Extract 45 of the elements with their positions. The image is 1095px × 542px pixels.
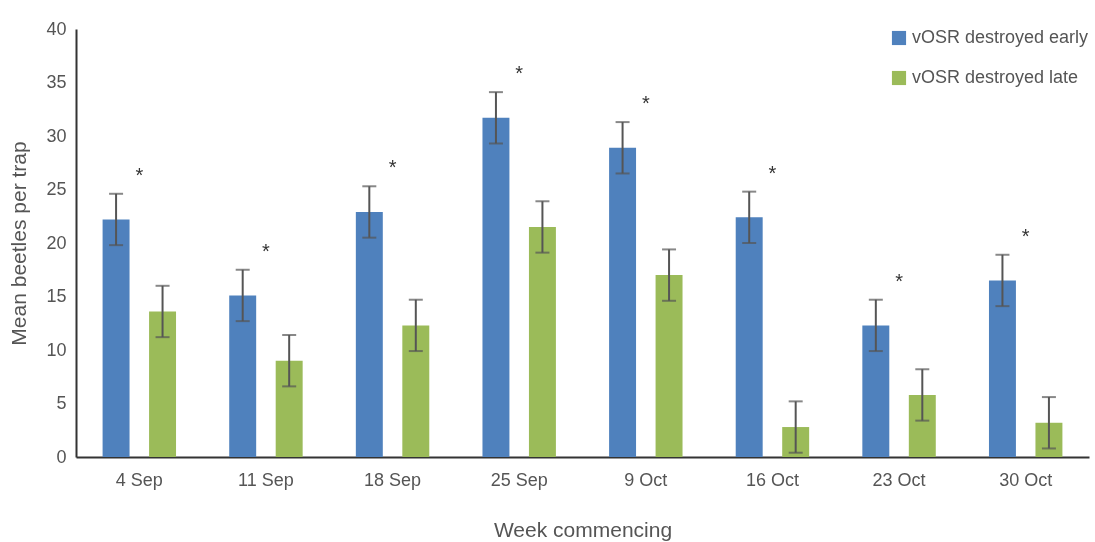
- bar: [482, 117, 510, 457]
- bar: [402, 325, 430, 457]
- y-tick-label: 5: [56, 393, 67, 413]
- x-tick-label: 30 Oct: [999, 469, 1053, 490]
- annotation: *: [895, 269, 904, 292]
- y-tick-label: 40: [46, 18, 67, 39]
- bar: [355, 211, 383, 457]
- y-tick-label: 15: [46, 286, 67, 306]
- x-tick-label: 16 Oct: [745, 469, 799, 490]
- y-tick-label: 20: [46, 232, 67, 253]
- bar: [1035, 422, 1063, 457]
- annotation: *: [262, 239, 271, 262]
- y-tick-label: 25: [46, 179, 67, 199]
- x-tick-label: 11 Sep: [238, 469, 294, 490]
- x-axis-title: Week commencing: [493, 517, 673, 541]
- x-tick-label: 18 Sep: [364, 469, 422, 490]
- bar: [102, 219, 130, 457]
- bar: [528, 226, 556, 457]
- bar: [149, 311, 177, 457]
- x-tick-label: 25 Sep: [490, 469, 548, 490]
- bar: [862, 325, 890, 457]
- annotation: *: [641, 92, 650, 115]
- annotation: *: [135, 163, 144, 186]
- legend-label: vOSR destroyed early: [912, 27, 1089, 47]
- bar: [609, 147, 637, 457]
- y-tick-label: 35: [46, 72, 67, 92]
- bar: [988, 280, 1016, 457]
- x-tick-label: 9 Oct: [624, 469, 668, 490]
- y-tick-label: 30: [46, 125, 67, 146]
- legend-label: vOSR destroyed late: [912, 67, 1079, 87]
- bar: [275, 360, 303, 457]
- annotation: *: [515, 62, 524, 85]
- bar: [782, 427, 810, 457]
- bar: [908, 394, 936, 457]
- annotation: *: [388, 156, 397, 179]
- y-axis-title: Mean beetles per trap: [7, 141, 31, 346]
- y-tick-label: 0: [56, 446, 67, 467]
- annotation: *: [768, 161, 777, 184]
- x-tick-label: 23 Oct: [872, 469, 926, 490]
- bar: [229, 295, 257, 457]
- bar: [655, 275, 683, 457]
- y-tick-label: 10: [46, 339, 67, 360]
- x-tick-label: 4 Sep: [115, 469, 163, 490]
- annotation: *: [1021, 224, 1030, 247]
- bar: [735, 217, 763, 457]
